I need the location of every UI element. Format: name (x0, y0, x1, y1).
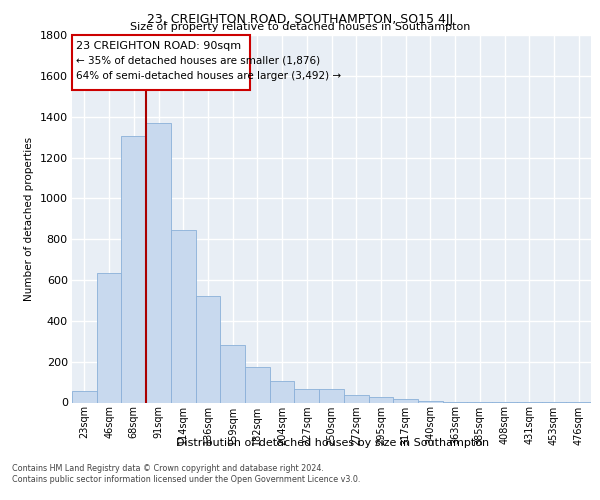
Text: Size of property relative to detached houses in Southampton: Size of property relative to detached ho… (130, 22, 470, 32)
Bar (72, 392, 97, 402)
Bar (344, 395, 368, 402)
Text: Distribution of detached houses by size in Southampton: Distribution of detached houses by size … (176, 438, 490, 448)
Bar (146, 123, 171, 402)
Bar (245, 367, 270, 402)
Bar (196, 296, 220, 403)
Bar (393, 399, 418, 402)
Bar (121, 136, 146, 402)
Text: 64% of semi-detached houses are larger (3,492) →: 64% of semi-detached houses are larger (… (76, 70, 341, 81)
Y-axis label: Number of detached properties: Number of detached properties (24, 136, 34, 301)
Text: ← 35% of detached houses are smaller (1,876): ← 35% of detached houses are smaller (1,… (76, 56, 320, 66)
Text: 23, CREIGHTON ROAD, SOUTHAMPTON, SO15 4JJ: 23, CREIGHTON ROAD, SOUTHAMPTON, SO15 4J… (147, 12, 453, 26)
Text: Contains HM Land Registry data © Crown copyright and database right 2024.: Contains HM Land Registry data © Crown c… (12, 464, 324, 473)
Bar (295, 389, 319, 402)
Bar (97, 273, 121, 402)
Bar (319, 389, 344, 402)
Bar (72, 35, 250, 90)
Bar (171, 230, 196, 402)
Bar (220, 346, 245, 403)
Bar (368, 398, 393, 402)
Text: 23 CREIGHTON ROAD: 90sqm: 23 CREIGHTON ROAD: 90sqm (76, 41, 241, 51)
Bar (270, 381, 295, 402)
Text: Contains public sector information licensed under the Open Government Licence v3: Contains public sector information licen… (12, 475, 361, 484)
